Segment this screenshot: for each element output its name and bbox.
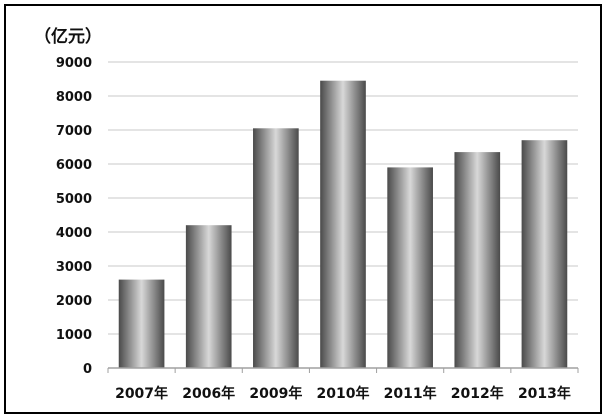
bar bbox=[387, 167, 433, 368]
x-tick-label: 2011年 bbox=[384, 385, 437, 402]
bar bbox=[320, 80, 366, 368]
y-axis-ticks: 0 1000 2000 3000 4000 5000 6000 7000 8000 9000 bbox=[56, 56, 92, 377]
y-tick-label: 9000 bbox=[56, 56, 92, 71]
x-tick-label: 2010年 bbox=[317, 385, 370, 402]
y-axis-unit-label: （亿元） bbox=[34, 26, 102, 47]
y-tick-label: 0 bbox=[83, 362, 92, 377]
x-tick-label: 2012年 bbox=[451, 385, 504, 402]
chart-frame bbox=[4, 4, 602, 414]
x-tick-label: 2009年 bbox=[249, 385, 302, 402]
bar bbox=[454, 152, 501, 368]
x-tick-label: 2013年 bbox=[518, 385, 571, 402]
x-tick-label: 2007年 bbox=[115, 385, 168, 402]
y-tick-label: 7000 bbox=[56, 124, 92, 139]
y-tick-label: 4000 bbox=[56, 226, 92, 241]
y-tick-label: 6000 bbox=[56, 158, 92, 173]
y-tick-label: 5000 bbox=[56, 192, 92, 207]
y-tick-label: 8000 bbox=[56, 90, 92, 105]
x-axis-ticks: 2007年 2006年 2009年 2010年 2011年 2012年 2013年 bbox=[115, 385, 571, 402]
x-tick-label: 2006年 bbox=[182, 385, 235, 402]
y-tick-label: 1000 bbox=[56, 328, 92, 343]
bar bbox=[253, 128, 299, 368]
y-tick-label: 3000 bbox=[56, 260, 92, 275]
bar bbox=[118, 279, 165, 368]
bar bbox=[185, 225, 232, 368]
bars bbox=[118, 80, 568, 368]
x-axis bbox=[107, 367, 579, 373]
bar bbox=[521, 140, 568, 368]
y-tick-label: 2000 bbox=[56, 294, 92, 309]
